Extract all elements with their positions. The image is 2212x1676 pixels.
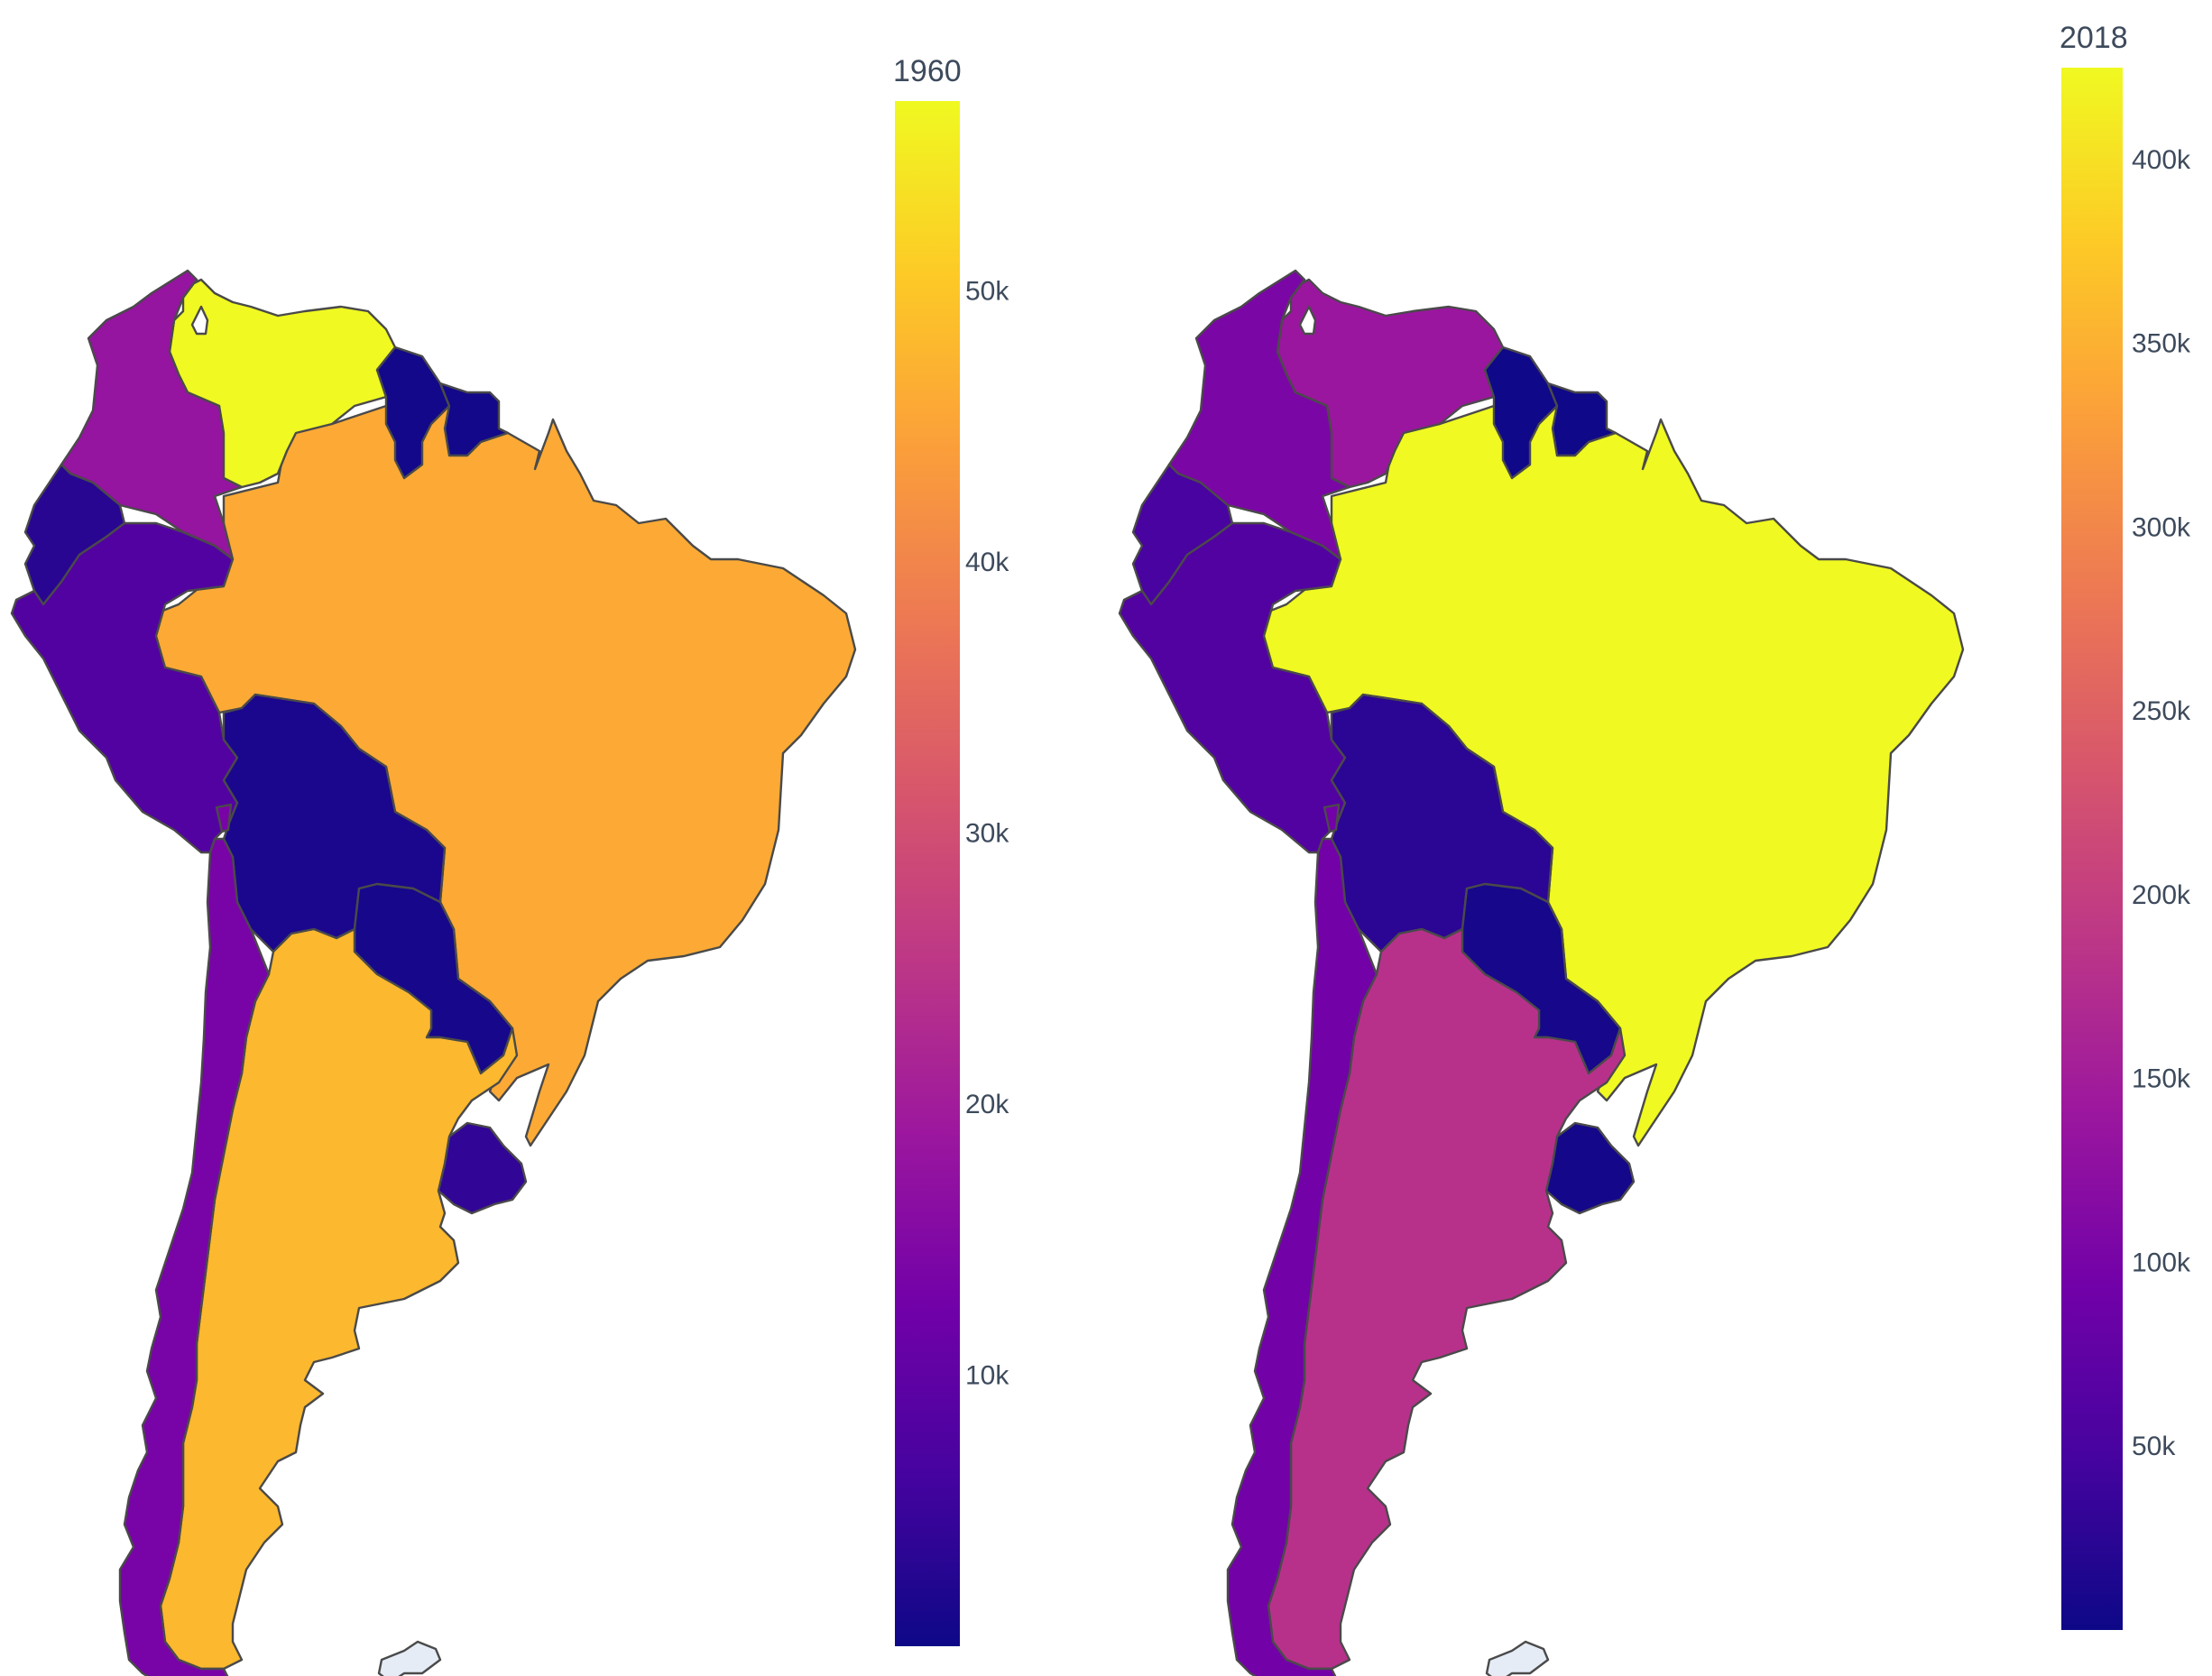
colorbar-tick-label: 10k [965,1360,1009,1390]
colorbar-tick-label: 40k [965,548,1009,577]
colorbar-tick-label: 400k [2132,145,2191,175]
country-uruguay[interactable] [437,1121,528,1215]
colorbar-ticks-1960: 10k 20k 30k 40k 50k [965,276,1009,1390]
map-2018 [1118,269,1965,1676]
colorbar-tick-label: 150k [2132,1064,2191,1094]
colorbar-tick-label: 300k [2132,512,2191,542]
colorbar-tick-label: 50k [2132,1432,2176,1461]
country-suriname[interactable] [1546,382,1618,457]
colorbar-tick-label: 250k [2132,696,2191,726]
colorbar-gradient-2018 [2061,68,2123,1630]
colorbar-2018: 2018 50k 100k 150k 200k 250k 300k 350k 400k [2060,21,2191,1630]
colorbar-ticks-2018: 50k 100k 150k 200k 250k 300k 350k 400k [2132,145,2191,1461]
country-chile[interactable] [1226,803,1378,1676]
country-falklands[interactable] [377,1640,442,1676]
colorbar-gradient-1960 [895,101,960,1646]
colorbar-tick-label: 50k [965,276,1009,306]
colorbar-title-2018: 2018 [2060,21,2128,55]
colorbar-tick-label: 20k [965,1090,1009,1119]
country-uruguay[interactable] [1544,1121,1636,1215]
map-2018-countries [1118,269,1965,1676]
colorbar-tick-label: 200k [2132,880,2191,910]
colorbar-tick-label: 30k [965,818,1009,848]
country-falklands[interactable] [1485,1640,1550,1676]
map-1960-countries [10,269,857,1676]
colorbar-tick-label: 100k [2132,1248,2191,1277]
map-1960 [10,269,857,1676]
colorbar-1960: 1960 10k 20k 30k 40k 50k [893,54,1009,1646]
colorbar-tick-label: 350k [2132,329,2191,359]
country-chile[interactable] [118,803,271,1676]
country-suriname[interactable] [438,382,510,457]
colorbar-title-1960: 1960 [893,54,962,88]
